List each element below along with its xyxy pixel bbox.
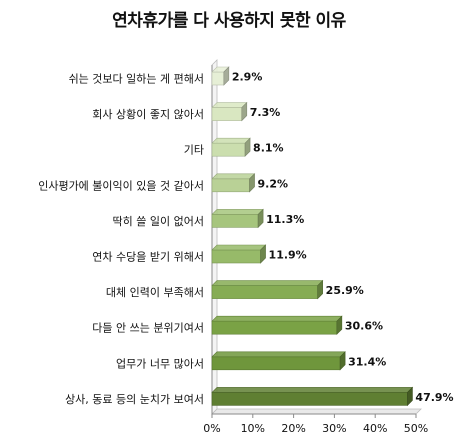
bar-top xyxy=(211,351,346,358)
category-label: 인사평가에 불이익이 있을 것 같아서 xyxy=(38,179,204,192)
bar xyxy=(211,285,318,299)
value-label: 30.6% xyxy=(345,320,383,333)
bar-top xyxy=(211,102,248,108)
value-label: 11.3% xyxy=(266,213,304,226)
x-tick-label: 10% xyxy=(241,422,265,435)
category-label: 회사 상황이 좋지 않아서 xyxy=(92,108,204,121)
x-tick-label: 20% xyxy=(281,422,305,435)
category-label: 상사, 동료 등의 눈치가 보여서 xyxy=(65,393,204,406)
x-tick-label: 30% xyxy=(322,422,346,435)
bar-side xyxy=(407,386,413,407)
category-label: 연차 수당을 받기 위해서 xyxy=(92,250,204,264)
bar-side xyxy=(249,173,255,193)
bar-side xyxy=(241,101,248,122)
bar xyxy=(211,142,246,157)
bar xyxy=(211,71,225,86)
x-tick-label: 40% xyxy=(363,422,387,435)
bar-top xyxy=(211,244,267,251)
category-label: 다들 안 쓰는 분위기여서 xyxy=(92,322,204,335)
bar-top xyxy=(211,137,251,144)
x-tick-label: 50% xyxy=(404,422,428,435)
bar-top xyxy=(211,387,414,393)
bar xyxy=(211,178,250,193)
chart-title: 연차휴가를 다 사용하지 못한 이유 xyxy=(112,11,346,31)
category-label: 딱히 쓸 일이 없어서 xyxy=(113,214,204,228)
bar-side xyxy=(260,244,266,264)
bar-side xyxy=(223,66,230,86)
bar-side xyxy=(339,351,346,371)
bar xyxy=(211,320,338,335)
value-label: 47.9% xyxy=(415,391,453,404)
bar xyxy=(211,249,261,264)
bar xyxy=(211,107,243,121)
value-label: 9.2% xyxy=(258,177,289,190)
bar xyxy=(211,392,408,406)
category-label: 대체 인력이 부족해서 xyxy=(106,285,204,299)
bar xyxy=(211,356,341,371)
value-label: 31.4% xyxy=(348,355,386,368)
category-label: 기타 xyxy=(184,144,204,157)
value-label: 7.3% xyxy=(250,106,281,119)
value-label: 11.9% xyxy=(269,249,307,262)
bar-top xyxy=(211,209,264,215)
bar-top xyxy=(211,173,256,180)
bar-side xyxy=(336,315,343,335)
bar-side xyxy=(317,279,323,300)
value-label: 2.9% xyxy=(232,71,263,84)
category-label: 쉬는 것보다 일하는 게 편해서 xyxy=(69,72,204,86)
bar-top xyxy=(211,280,324,286)
bar-side xyxy=(244,137,251,157)
bar-top xyxy=(211,315,343,322)
x-tick-label: 0% xyxy=(203,422,220,435)
category-label: 업무가 너무 많아서 xyxy=(116,357,204,370)
bar xyxy=(211,214,259,228)
bar-side xyxy=(257,208,264,229)
chart-floor xyxy=(211,408,422,415)
value-label: 25.9% xyxy=(326,284,364,297)
value-label: 8.1% xyxy=(253,142,284,155)
